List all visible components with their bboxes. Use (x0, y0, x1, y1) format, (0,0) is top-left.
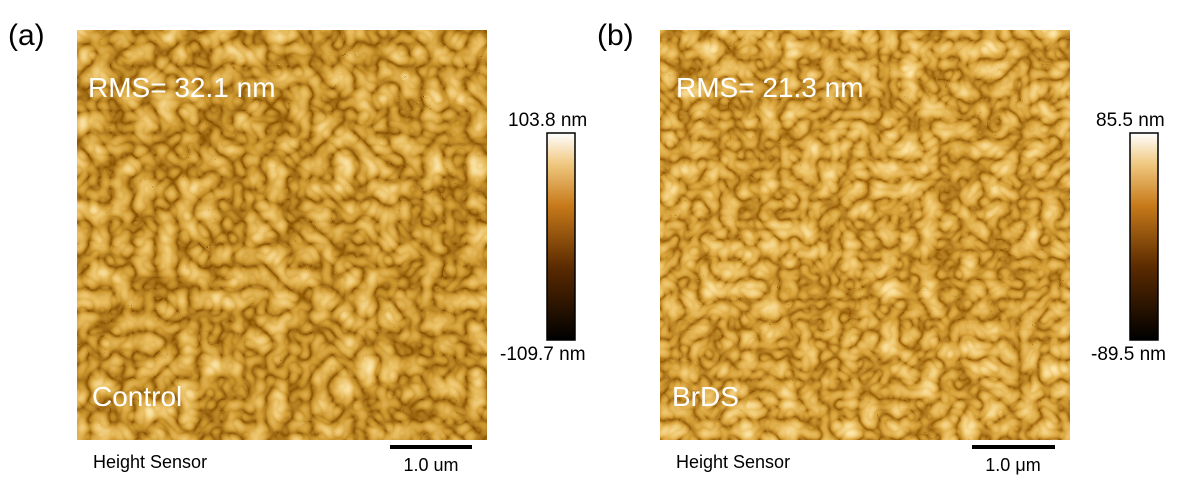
colorbar-max: 85.5 nm (1096, 110, 1165, 131)
channel-label: Height Sensor (676, 452, 790, 472)
sample-label: Control (92, 381, 182, 412)
channel-label: Height Sensor (93, 452, 207, 472)
colorbar (1130, 133, 1158, 340)
colorbar (547, 133, 575, 340)
rms-label: RMS= 32.1 nm (88, 72, 276, 103)
sample-label: BrDS (672, 381, 739, 412)
panel-b: (b) RMS= 21.3 nm BrDS 85.5 nm -89.5 nm H… (597, 19, 1166, 475)
colorbar-min: -109.7 nm (500, 344, 586, 365)
colorbar-max: 103.8 nm (508, 110, 587, 131)
panel-label: (a) (8, 19, 45, 52)
scale-label: 1.0 um (403, 455, 458, 475)
rms-label: RMS= 21.3 nm (676, 72, 864, 103)
figure: (a) RMS= 32.1 nm Control 103.8 nm -109.7… (0, 0, 1192, 477)
colorbar-min: -89.5 nm (1091, 344, 1166, 365)
panel-label: (b) (597, 19, 634, 52)
scale-label: 1.0 μm (985, 455, 1040, 475)
panel-a: (a) RMS= 32.1 nm Control 103.8 nm -109.7… (8, 19, 587, 475)
